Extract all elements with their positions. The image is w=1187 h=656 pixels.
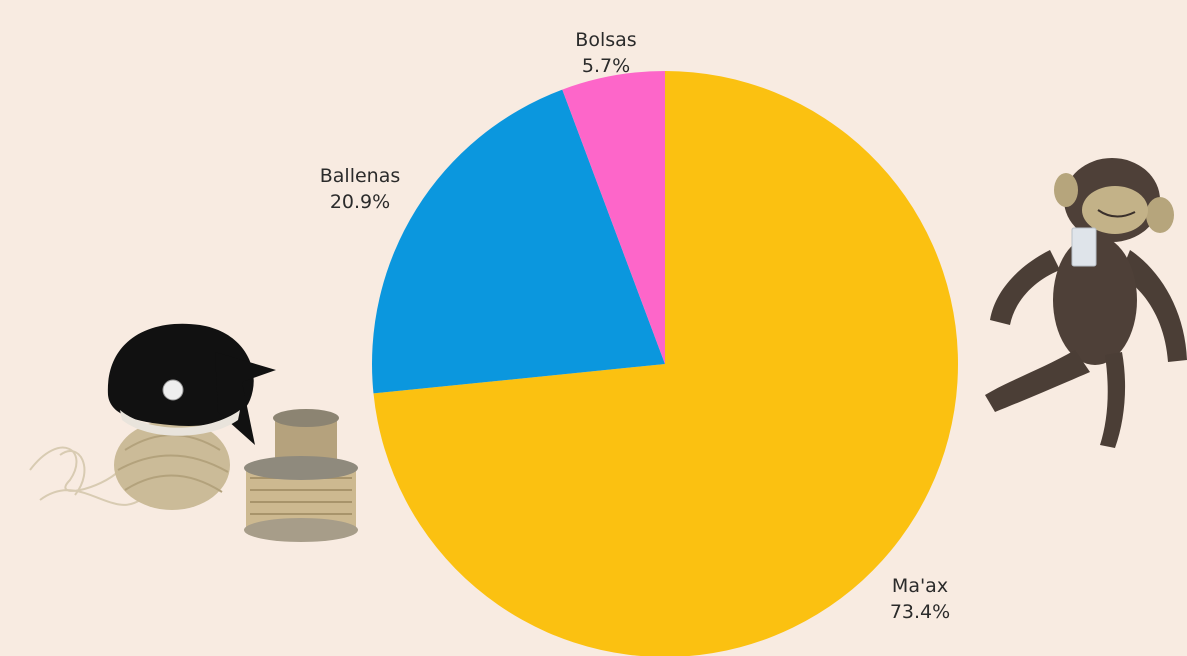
slice-value-ma-ax: 73.4% [890, 601, 950, 623]
pie-slice-ma-ax [373, 71, 958, 656]
slice-label-bolsas: Bolsas [575, 29, 636, 51]
pie-chart: Ma'ax 73.4% Ballenas 20.9% Bolsas 5.7% [320, 29, 958, 656]
monkey-plush-image [985, 158, 1187, 448]
slice-value-ballenas: 20.9% [330, 191, 390, 213]
slice-value-bolsas: 5.7% [582, 55, 630, 77]
slice-label-ballenas: Ballenas [320, 165, 401, 187]
slice-label-ma-ax: Ma'ax [892, 575, 948, 597]
pie-slice-bolsas [562, 71, 665, 364]
whale-plush-with-twine-image [29, 323, 358, 542]
pie-slice-ballenas [372, 89, 665, 394]
